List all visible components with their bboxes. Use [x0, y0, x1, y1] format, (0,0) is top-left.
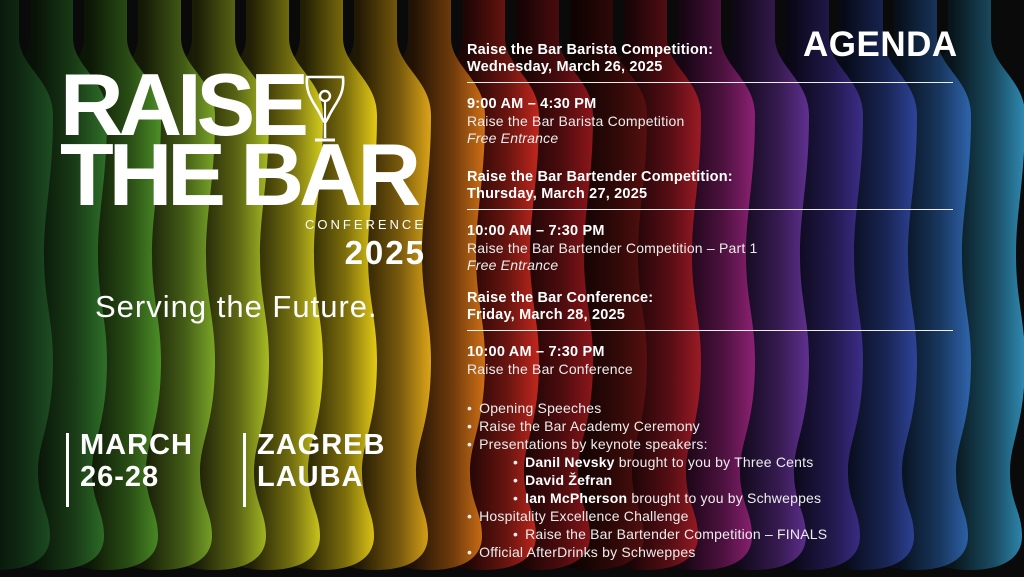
venue-location: LAUBA [257, 461, 364, 493]
agenda-section-barista: Raise the Bar Barista Competition: Wedne… [467, 42, 953, 147]
bullet-marker: • [513, 490, 519, 506]
bullet-marker: • [467, 544, 473, 560]
section-event: Raise the Bar Conference [467, 361, 633, 377]
program-list-item: • Danil Nevsky brought to you by Three Ce… [467, 453, 967, 471]
tagline: Serving the Future. [95, 289, 378, 324]
section-heading-line1: Raise the Bar Bartender Competition: [467, 169, 733, 185]
program-list-item: • Hospitality Excellence Challenge [467, 507, 967, 525]
program-list-item: • David Žefran [467, 471, 967, 489]
program-list-item: • Raise the Bar Academy Ceremony [467, 417, 967, 435]
speaker-name: Ian McPherson [525, 490, 628, 506]
section-event: Raise the Bar Barista Competition [467, 113, 685, 129]
bullet-text: Presentations by keynote speakers: [479, 436, 708, 452]
bullet-text: Raise the Bar Academy Ceremony [479, 418, 700, 434]
bullet-marker: • [467, 400, 473, 416]
conference-year: 2025 [344, 234, 426, 271]
conference-program-list: • Opening Speeches • Raise the Bar Academy … [467, 399, 967, 561]
bullet-marker: • [513, 454, 519, 470]
section-divider [467, 330, 953, 331]
section-event: Raise the Bar Bartender Competition – Pa… [467, 240, 758, 256]
bullet-marker: • [467, 418, 473, 434]
bullet-marker: • [467, 508, 473, 524]
agenda-section-conference: Raise the Bar Conference: Friday, March … [467, 290, 953, 378]
event-dates: MARCH 26-28 [66, 429, 193, 507]
section-note: Free Entrance [467, 130, 559, 146]
program-list-item: • Official AfterDrinks by Schweppes [467, 543, 967, 561]
bullet-text: David Žefran [525, 471, 612, 489]
speaker-name: Danil Nevsky [525, 454, 615, 470]
vertical-divider [243, 433, 246, 507]
section-note: Free Entrance [467, 257, 559, 273]
event-venue: ZAGREB LAUBA [243, 429, 386, 507]
program-list-item: • Raise the Bar Bartender Competition – F… [467, 525, 967, 543]
section-heading-line2: Thursday, March 27, 2025 [467, 186, 648, 202]
bullet-text: Official AfterDrinks by Schweppes [479, 544, 696, 560]
section-time: 9:00 AM – 4:30 PM [467, 96, 597, 112]
section-divider [467, 209, 953, 210]
bullet-text: Hospitality Excellence Challenge [479, 508, 689, 524]
section-heading-line2: Friday, March 28, 2025 [467, 307, 626, 323]
agenda-section-bartender: Raise the Bar Bartender Competition: Thu… [467, 169, 953, 274]
event-days: 26-28 [80, 461, 160, 493]
bullet-text: Danil Nevsky brought to you by Three Cen… [525, 454, 814, 470]
venue-city: ZAGREB [257, 429, 386, 461]
agenda-title: AGENDA [803, 25, 958, 64]
section-heading-line1: Raise the Bar Barista Competition: [467, 42, 714, 58]
bullet-marker: • [513, 472, 519, 488]
bullet-text: Raise the Bar Bartender Competition – FI… [525, 526, 828, 542]
section-time: 10:00 AM – 7:30 PM [467, 344, 605, 360]
section-heading-line2: Wednesday, March 26, 2025 [467, 59, 663, 75]
section-time: 10:00 AM – 7:30 PM [467, 223, 605, 239]
pen-nib-glass-icon [305, 75, 345, 142]
program-list-item: • Opening Speeches [467, 399, 967, 417]
section-heading-line1: Raise the Bar Conference: [467, 290, 654, 306]
bullet-text: Opening Speeches [479, 400, 602, 416]
conference-label: CONFERENCE [304, 217, 426, 232]
program-list-item: • Presentations by keynote speakers: [467, 435, 967, 453]
bullet-text: Ian McPherson brought to you by Schweppe… [525, 490, 822, 506]
speaker-name: David Žefran [525, 472, 613, 488]
vertical-divider [66, 433, 69, 507]
logo-wordmark-line1: RAISE [60, 55, 309, 154]
event-month: MARCH [80, 429, 193, 461]
program-list-item: • Ian McPherson brought to you by Schwepp… [467, 489, 967, 507]
logo-wordmark-line2: THE BAR [60, 125, 421, 224]
bullet-marker: • [467, 436, 473, 452]
bullet-marker: • [513, 526, 519, 542]
section-divider [467, 82, 953, 83]
